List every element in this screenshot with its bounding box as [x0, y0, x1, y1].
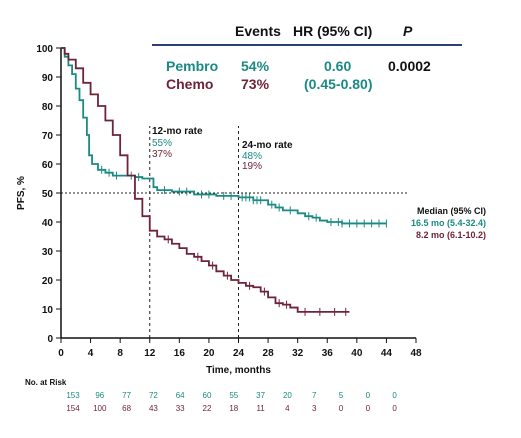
- rate24-pembro: 48%: [242, 151, 263, 162]
- risk-chemo-count: 43: [149, 404, 158, 413]
- risk-chemo-count: 3: [312, 404, 317, 413]
- median-title: Median (95% CI): [416, 206, 486, 216]
- risk-table-title: No. at Risk: [25, 378, 67, 387]
- p-value: 0.0002: [388, 58, 431, 74]
- risk-chemo-count: 0: [339, 404, 344, 413]
- risk-chemo-count: 4: [285, 404, 290, 413]
- risk-pembro-count: 153: [66, 391, 80, 400]
- risk-pembro-count: 72: [149, 391, 158, 400]
- x-axis-label: Time, months: [206, 365, 271, 376]
- x-tick-label: 36: [322, 348, 334, 359]
- group-pembro-events: 54%: [241, 58, 270, 74]
- risk-chemo-count: 0: [392, 404, 397, 413]
- risk-chemo-count: 68: [122, 404, 131, 413]
- group-chemo-events: 73%: [241, 76, 270, 92]
- km-curve-pembro: [61, 47, 387, 225]
- x-tick-label: 44: [381, 348, 393, 359]
- risk-chemo-count: 100: [93, 404, 107, 413]
- x-tick-label: 48: [410, 348, 422, 359]
- y-tick-label: 60: [42, 160, 54, 171]
- y-tick-label: 50: [42, 189, 54, 200]
- rate12-title: 12-mo rate: [152, 126, 203, 137]
- x-tick-label: 8: [117, 348, 123, 359]
- risk-pembro-count: 77: [122, 391, 131, 400]
- x-tick-label: 0: [58, 348, 64, 359]
- risk-chemo-count: 154: [66, 404, 80, 413]
- risk-pembro-count: 64: [176, 391, 185, 400]
- risk-pembro-count: 5: [339, 391, 344, 400]
- x-tick-label: 24: [233, 348, 245, 359]
- risk-chemo-count: 11: [256, 404, 265, 413]
- p-header: P: [403, 23, 413, 39]
- x-tick-label: 32: [292, 348, 304, 359]
- group-chemo-label: Chemo: [166, 76, 214, 92]
- x-tick-label: 16: [174, 348, 186, 359]
- risk-pembro-count: 0: [366, 391, 371, 400]
- risk-pembro-count: 37: [256, 391, 265, 400]
- median-pembro: 16.5 mo (5.4-32.4): [410, 218, 486, 228]
- y-axis-label: PFS, %: [16, 176, 27, 210]
- risk-chemo-count: 33: [176, 404, 185, 413]
- group-pembro-label: Pembro: [166, 58, 219, 74]
- km-curve-chemo: [61, 47, 350, 313]
- rate12-chemo: 37%: [152, 149, 173, 160]
- risk-pembro-count: 7: [312, 391, 317, 400]
- x-tick-label: 40: [351, 348, 363, 359]
- hr-header: HR (95% CI): [293, 23, 373, 39]
- y-tick-label: 80: [42, 102, 54, 113]
- y-tick-label: 70: [42, 131, 54, 142]
- x-tick-label: 28: [263, 348, 275, 359]
- x-tick-label: 12: [144, 348, 156, 359]
- header-rule: [152, 44, 462, 46]
- median-chemo: 8.2 mo (6.1-10.2): [415, 230, 486, 240]
- group-pembro-ci: (0.45-0.80): [304, 76, 373, 92]
- y-tick-label: 10: [42, 305, 54, 316]
- y-tick-label: 40: [42, 218, 54, 229]
- risk-chemo-count: 18: [229, 404, 238, 413]
- risk-chemo-count: 0: [366, 404, 371, 413]
- risk-pembro-count: 0: [392, 391, 397, 400]
- rate24-chemo: 19%: [242, 161, 263, 172]
- rate24-title: 24-mo rate: [242, 140, 293, 151]
- risk-pembro-count: 60: [203, 391, 212, 400]
- x-tick-label: 4: [88, 348, 94, 359]
- x-tick-label: 20: [203, 348, 215, 359]
- group-pembro-hr: 0.60: [324, 58, 352, 74]
- y-tick-label: 30: [42, 247, 54, 258]
- risk-chemo-count: 22: [203, 404, 212, 413]
- y-tick-label: 90: [42, 73, 54, 84]
- risk-pembro-count: 20: [283, 391, 292, 400]
- events-header: Events: [235, 23, 281, 39]
- risk-pembro-count: 96: [95, 391, 104, 400]
- risk-pembro-count: 55: [229, 391, 238, 400]
- y-tick-label: 100: [36, 44, 53, 55]
- y-tick-label: 20: [42, 276, 54, 287]
- rate12-pembro: 55%: [152, 138, 173, 149]
- y-tick-label: 0: [47, 334, 53, 345]
